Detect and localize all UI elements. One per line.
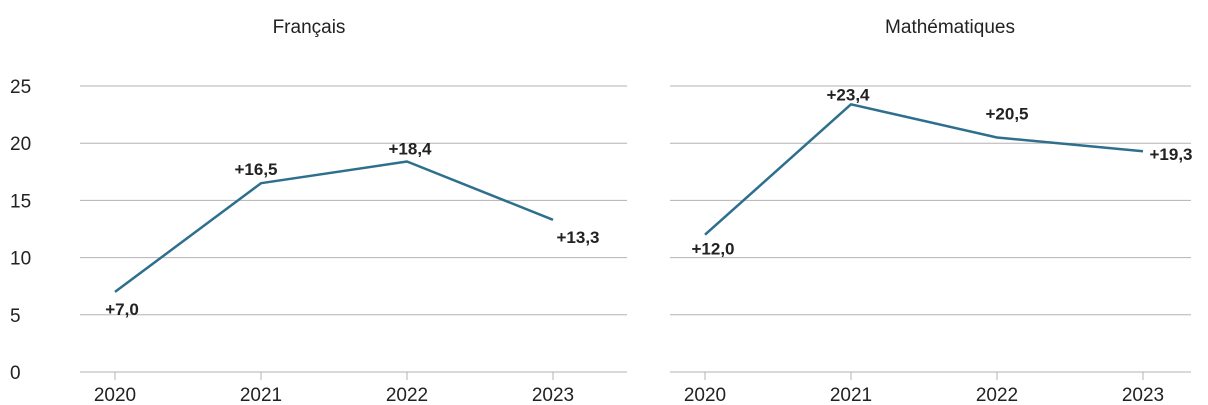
panel-title: Mathématiques xyxy=(885,17,1015,38)
series-line xyxy=(704,103,1144,236)
y-tick-label-0: 0 xyxy=(10,363,21,384)
x-tick-label-2023: 2023 xyxy=(532,385,574,405)
panel-title: Français xyxy=(273,17,346,38)
y-tick-label-5: 5 xyxy=(10,306,21,327)
data-label-2020: +12,0 xyxy=(691,240,734,259)
y-tick-label-20: 20 xyxy=(10,134,31,155)
data-label-2020: +7,0 xyxy=(105,300,139,319)
x-tick-label-2022: 2022 xyxy=(976,385,1018,405)
panel-mathematiques: Mathématiques 2020 2021 2022 2023 +12,0 +23,4 +… xyxy=(670,17,1193,405)
data-label-2021: +23,4 xyxy=(826,85,870,104)
x-tick-label-2021: 2021 xyxy=(240,385,282,405)
x-tick-label-2021: 2021 xyxy=(830,385,872,405)
y-tick-label-10: 10 xyxy=(10,249,31,270)
panel-francais: Français 2020 2021 2022 2023 +7,0 +16,5 +18,4 +1… xyxy=(80,17,627,405)
data-label-2023: +13,3 xyxy=(556,228,599,247)
data-label-2021: +16,5 xyxy=(234,160,277,179)
y-axis: 0 5 10 15 20 25 xyxy=(10,77,31,384)
data-label-2022: +20,5 xyxy=(985,104,1028,123)
x-tick-label-2020: 2020 xyxy=(94,385,136,405)
y-tick-label-25: 25 xyxy=(10,77,31,98)
data-label-2023: +19,3 xyxy=(1149,145,1192,164)
x-tick-label-2020: 2020 xyxy=(684,385,726,405)
x-tick-label-2023: 2023 xyxy=(1122,385,1164,405)
x-tick-label-2022: 2022 xyxy=(386,385,428,405)
y-tick-label-15: 15 xyxy=(10,191,31,212)
data-label-2022: +18,4 xyxy=(388,140,432,159)
series-line xyxy=(114,160,554,293)
